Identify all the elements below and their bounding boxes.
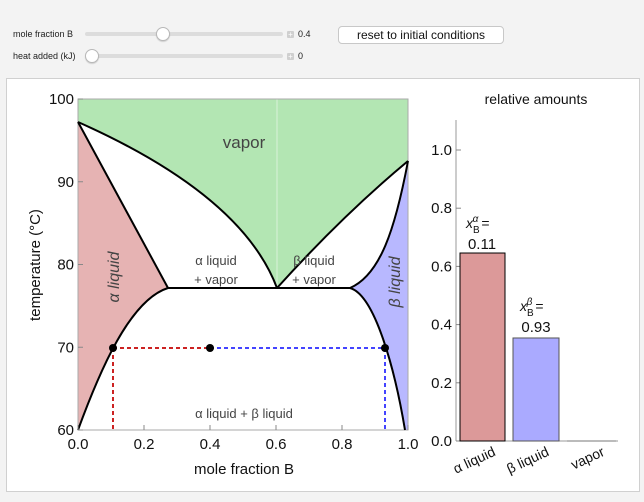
bar-y-tick-label: 0.0 xyxy=(431,433,452,450)
x-tick-label: 0.4 xyxy=(200,436,221,453)
heat-added-label: heat added (kJ) xyxy=(13,51,76,61)
mole-fraction-label: mole fraction B xyxy=(13,29,74,39)
alpha-composition-label: xBα = xyxy=(465,214,490,236)
bar-y-tick-label: 0.8 xyxy=(431,200,452,217)
reset-button[interactable]: reset to initial conditions xyxy=(338,26,504,44)
x-tick-label: 0.6 xyxy=(266,436,287,453)
bar-category-label: vapor xyxy=(568,443,607,472)
y-tick-label: 100 xyxy=(49,91,74,108)
beta-tie-line xyxy=(210,347,386,430)
beta-liquid-region xyxy=(350,161,408,430)
beta-liquid-label: β liquid xyxy=(387,255,404,308)
beta-composition-value: 0.93 xyxy=(521,319,550,336)
beta-composition-point xyxy=(381,344,389,352)
x-tick-label: 0.2 xyxy=(134,436,155,453)
phase-boundaries xyxy=(77,121,409,431)
solubility-curve-right xyxy=(349,287,406,431)
beta-vapor-label-line2: + vapor xyxy=(292,272,336,287)
dew-curve-right xyxy=(276,160,409,289)
mole-fraction-slider[interactable] xyxy=(85,32,283,36)
mole-fraction-expand-icon[interactable]: + xyxy=(287,30,294,39)
alpha-composition-value: 0.11 xyxy=(468,236,496,253)
vapor-region-label: vapor xyxy=(223,133,266,152)
x-tick-label: 0.0 xyxy=(68,436,89,453)
vapor-region xyxy=(78,99,408,288)
bar-0 xyxy=(459,252,506,442)
y-tick-label: 60 xyxy=(57,422,74,439)
x-tick-label: 1.0 xyxy=(398,436,419,453)
heat-added-value: 0 xyxy=(298,51,304,61)
bar-chart-title: relative amounts xyxy=(485,91,588,107)
y-tick-label: 80 xyxy=(57,257,74,274)
two-liquid-label: α liquid + β liquid xyxy=(195,406,293,421)
bar-y-tick-label: 0.6 xyxy=(431,258,452,275)
phase-diagram: vapor α liquid β liquid α liquid + vapor… xyxy=(27,91,418,478)
heat-added-slider-thumb[interactable] xyxy=(85,49,99,63)
solubility-curve-left xyxy=(77,287,169,431)
mole-fraction-slider-thumb[interactable] xyxy=(156,27,170,41)
dew-curve-left xyxy=(77,121,278,289)
alpha-vapor-label-line1: α liquid xyxy=(195,253,236,268)
alpha-vapor-label-line2: + vapor xyxy=(194,272,238,287)
alpha-liquid-region xyxy=(78,122,168,430)
y-tick-label: 90 xyxy=(57,174,74,191)
y-axis-label: temperature (°C) xyxy=(27,209,44,321)
bar-1 xyxy=(512,337,560,442)
x-tick-label: 0.8 xyxy=(332,436,353,453)
bubble-curve-left xyxy=(77,121,169,289)
alpha-composition-point xyxy=(109,344,117,352)
bar-category-label: α liquid xyxy=(451,443,498,476)
heat-added-slider[interactable] xyxy=(88,54,283,58)
beta-vapor-label-line1: β liquid xyxy=(293,253,334,268)
bar-category-label: β liquid xyxy=(504,443,551,476)
alpha-tie-line xyxy=(112,347,210,430)
bar-y-tick-label: 0.2 xyxy=(431,375,452,392)
bubble-curve-right xyxy=(349,160,409,289)
y-tick-label: 70 xyxy=(57,339,74,356)
bar-y-tick-label: 0.4 xyxy=(431,317,452,334)
relative-amounts-chart: relative amounts 0.0 0.2 0.4 0.6 0.8 1.0 xBα =… xyxy=(431,91,618,477)
alpha-liquid-label: α liquid xyxy=(106,250,123,302)
beta-composition-label: xBβ = xyxy=(519,297,544,319)
system-state-point[interactable] xyxy=(206,344,214,352)
mole-fraction-value: 0.4 xyxy=(298,29,311,39)
x-axis-label: mole fraction B xyxy=(194,461,294,478)
heat-added-expand-icon[interactable]: + xyxy=(287,52,294,61)
bar-y-tick-label: 1.0 xyxy=(431,142,452,159)
